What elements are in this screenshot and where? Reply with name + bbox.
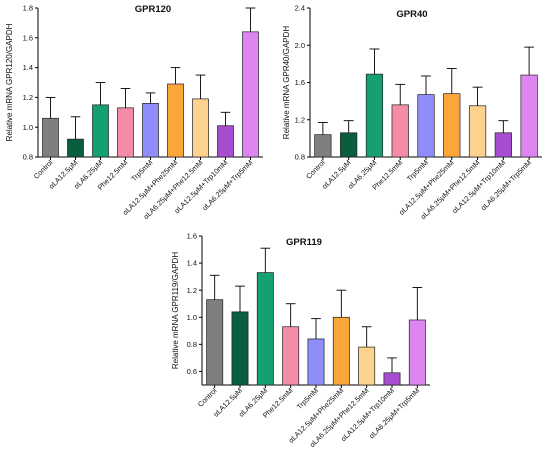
bar xyxy=(167,83,184,158)
chart-title: GPR119 xyxy=(286,237,322,248)
chart-title: GPR120 xyxy=(135,4,171,15)
y-tick-label: 1.6 xyxy=(295,78,305,87)
x-tick-label: αLA6.25μM+Trp5mM xyxy=(479,158,533,212)
y-tick-label: 1.4 xyxy=(23,63,33,72)
chart-title: GPR40 xyxy=(396,9,427,20)
chart-gpr119: GPR119 Relative mRNA GPR119/GAPDH 0.6 0.8 1.… xyxy=(171,232,430,449)
bar xyxy=(443,93,461,158)
y-tick-label: 1.2 xyxy=(23,93,33,102)
x-tick-label: Control xyxy=(196,386,219,409)
bar xyxy=(192,98,209,158)
bar xyxy=(42,117,59,158)
y-tick-label: 0.8 xyxy=(187,340,197,349)
y-tick-label: 1.2 xyxy=(187,286,197,295)
y-tick-label: 1.6 xyxy=(187,232,197,241)
x-tick-label: Control xyxy=(32,158,55,181)
bar xyxy=(256,272,274,386)
y-tick-label: 1.6 xyxy=(23,33,33,42)
bar xyxy=(142,103,159,158)
y-tick-label: 2.4 xyxy=(295,4,305,13)
y-tick-label: 1.2 xyxy=(295,115,305,124)
bar xyxy=(358,346,376,386)
bar xyxy=(494,132,512,158)
y-axis-label: Relative mRNA GPR120/GAPDH xyxy=(5,23,14,141)
bar xyxy=(408,319,426,386)
bar xyxy=(468,105,487,158)
x-tick-label: Control xyxy=(304,158,327,181)
y-tick-label: 2.0 xyxy=(295,41,305,50)
y-tick-label: 1.4 xyxy=(187,259,197,268)
bar xyxy=(391,104,409,158)
bar xyxy=(520,74,538,158)
chart-gpr40: GPR40 Relative mRNA GPR40/GAPDH 0.8 1.2 1.6 2… xyxy=(282,4,542,221)
y-tick-label: 0.6 xyxy=(187,367,197,376)
bar xyxy=(340,132,358,158)
x-tick-label: Trp5mM xyxy=(295,386,320,411)
bar xyxy=(332,316,350,386)
bar xyxy=(67,138,84,158)
y-tick-label: 1.0 xyxy=(23,123,33,132)
x-tick-label: Trp5mM xyxy=(405,158,430,183)
y-tick-label: 1.0 xyxy=(187,313,197,322)
y-axis-label: Relative mRNA GPR40/GAPDH xyxy=(282,26,291,140)
bar xyxy=(206,299,224,386)
bar xyxy=(117,107,134,158)
bar xyxy=(383,372,401,386)
bar xyxy=(417,94,435,158)
bar xyxy=(92,104,109,158)
y-axis-label: Relative mRNA GPR119/GAPDH xyxy=(171,252,180,369)
y-tick-label: 0.8 xyxy=(295,153,305,162)
bar xyxy=(365,73,384,158)
bar xyxy=(217,125,234,158)
y-tick-label: 1.8 xyxy=(23,4,33,13)
bar xyxy=(242,31,259,158)
bar xyxy=(231,311,249,386)
y-tick-label: 0.8 xyxy=(23,153,33,162)
chart-gpr120: GPR120 Relative mRNA GPR120/GAPDH 0.8 1.0 1.… xyxy=(5,4,263,221)
bar xyxy=(314,134,332,158)
bar xyxy=(282,326,300,386)
bar xyxy=(307,338,325,386)
